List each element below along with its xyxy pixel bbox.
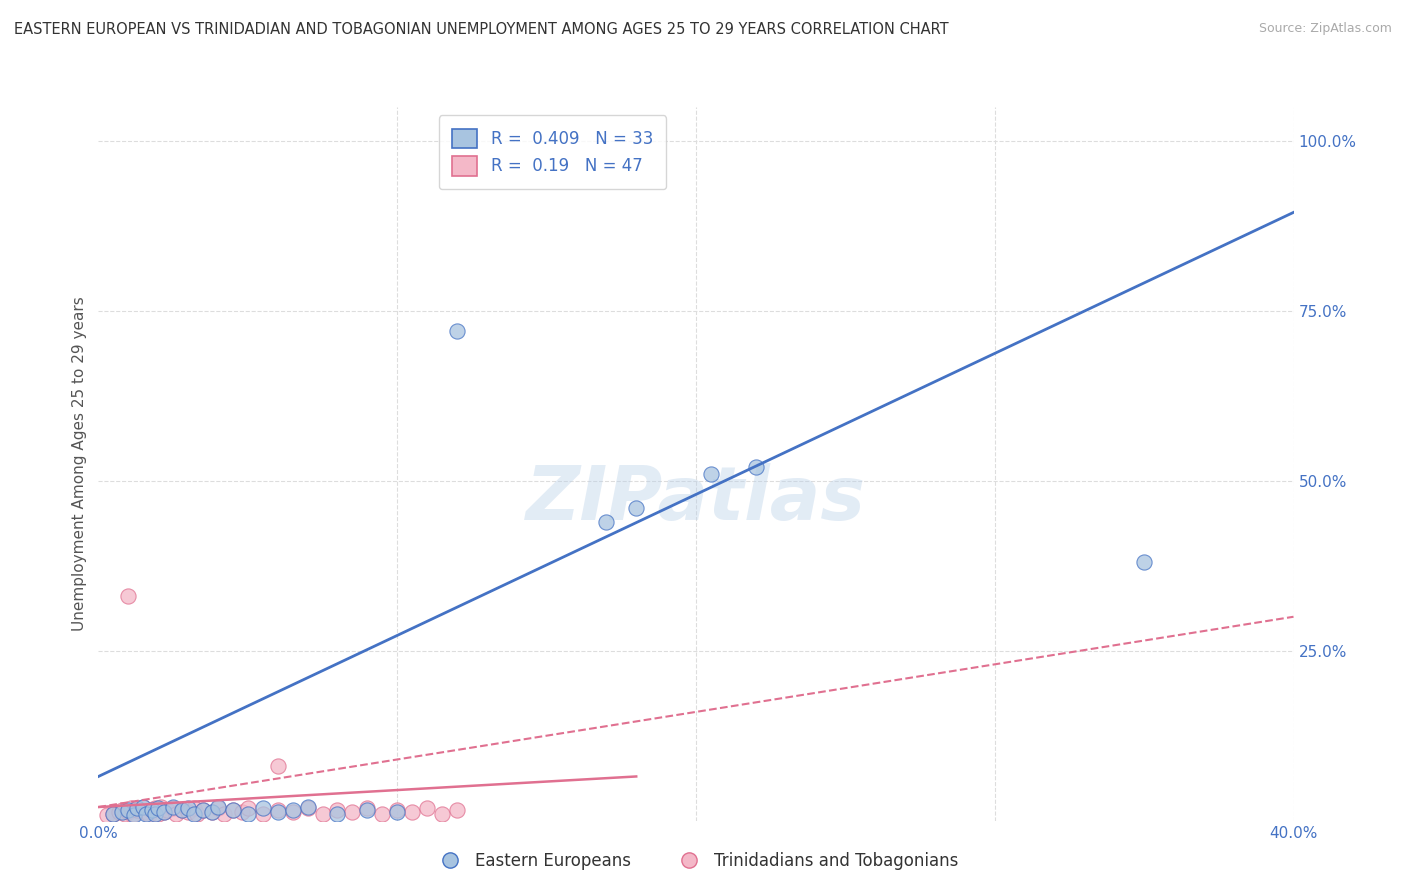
Point xyxy=(446,324,468,338)
Point xyxy=(267,759,290,773)
Point xyxy=(297,801,319,815)
Point xyxy=(207,800,229,814)
Point xyxy=(153,805,176,820)
Point xyxy=(430,806,453,821)
Point xyxy=(385,804,409,818)
Point xyxy=(207,801,229,815)
Point xyxy=(191,804,214,818)
Point xyxy=(162,801,184,815)
Point xyxy=(201,805,224,820)
Point xyxy=(267,805,290,820)
Point xyxy=(138,808,160,822)
Point xyxy=(252,801,274,815)
Point xyxy=(143,806,166,821)
Point xyxy=(117,590,139,604)
Point xyxy=(212,806,235,821)
Point xyxy=(416,801,439,815)
Point xyxy=(252,806,274,821)
Point xyxy=(143,801,166,815)
Point xyxy=(745,460,768,475)
Point xyxy=(117,804,139,818)
Point xyxy=(177,801,200,815)
Point xyxy=(111,804,134,818)
Point xyxy=(385,805,409,820)
Point xyxy=(297,800,319,814)
Point xyxy=(356,804,378,818)
Point xyxy=(114,806,136,821)
Point xyxy=(108,805,131,820)
Point xyxy=(124,808,146,822)
Text: Source: ZipAtlas.com: Source: ZipAtlas.com xyxy=(1258,22,1392,36)
Text: EASTERN EUROPEAN VS TRINIDADIAN AND TOBAGONIAN UNEMPLOYMENT AMONG AGES 25 TO 29 : EASTERN EUROPEAN VS TRINIDADIAN AND TOBA… xyxy=(14,22,949,37)
Point xyxy=(356,801,378,815)
Point xyxy=(148,806,170,821)
Point xyxy=(595,515,617,529)
Point xyxy=(1133,555,1156,569)
Point xyxy=(153,805,176,820)
Point xyxy=(371,806,394,821)
Point xyxy=(127,804,149,818)
Point xyxy=(401,805,423,820)
Point xyxy=(231,805,253,820)
Point xyxy=(700,467,723,481)
Point xyxy=(172,804,194,818)
Point xyxy=(183,806,205,821)
Text: ZIPatlas: ZIPatlas xyxy=(526,463,866,536)
Point xyxy=(326,804,349,818)
Point xyxy=(236,801,259,815)
Point xyxy=(186,806,208,821)
Point xyxy=(135,805,157,820)
Point xyxy=(222,804,245,818)
Point xyxy=(96,808,118,822)
Point xyxy=(127,801,149,815)
Point xyxy=(141,804,163,818)
Point xyxy=(132,800,155,814)
Point xyxy=(201,805,224,820)
Point xyxy=(177,805,200,820)
Point xyxy=(165,806,187,821)
Point xyxy=(148,801,170,815)
Point xyxy=(103,806,125,821)
Point xyxy=(120,801,142,815)
Point xyxy=(281,804,304,818)
Point xyxy=(135,806,157,821)
Point xyxy=(191,804,214,818)
Point xyxy=(117,805,139,820)
Point xyxy=(150,800,173,814)
Point xyxy=(172,804,194,818)
Point xyxy=(183,801,205,815)
Point xyxy=(342,805,364,820)
Point xyxy=(311,806,333,821)
Point xyxy=(103,806,125,821)
Point xyxy=(236,806,259,821)
Point xyxy=(111,805,134,820)
Point xyxy=(626,501,648,516)
Point xyxy=(222,804,245,818)
Point xyxy=(141,804,163,818)
Point xyxy=(124,806,146,821)
Point xyxy=(267,804,290,818)
Point xyxy=(156,804,179,818)
Y-axis label: Unemployment Among Ages 25 to 29 years: Unemployment Among Ages 25 to 29 years xyxy=(72,296,87,632)
Point xyxy=(281,805,304,820)
Point xyxy=(132,800,155,814)
Point xyxy=(326,806,349,821)
Point xyxy=(446,804,468,818)
Point xyxy=(162,800,184,814)
Legend: Eastern Europeans, Trinidadians and Tobagonians: Eastern Europeans, Trinidadians and Toba… xyxy=(426,846,966,877)
